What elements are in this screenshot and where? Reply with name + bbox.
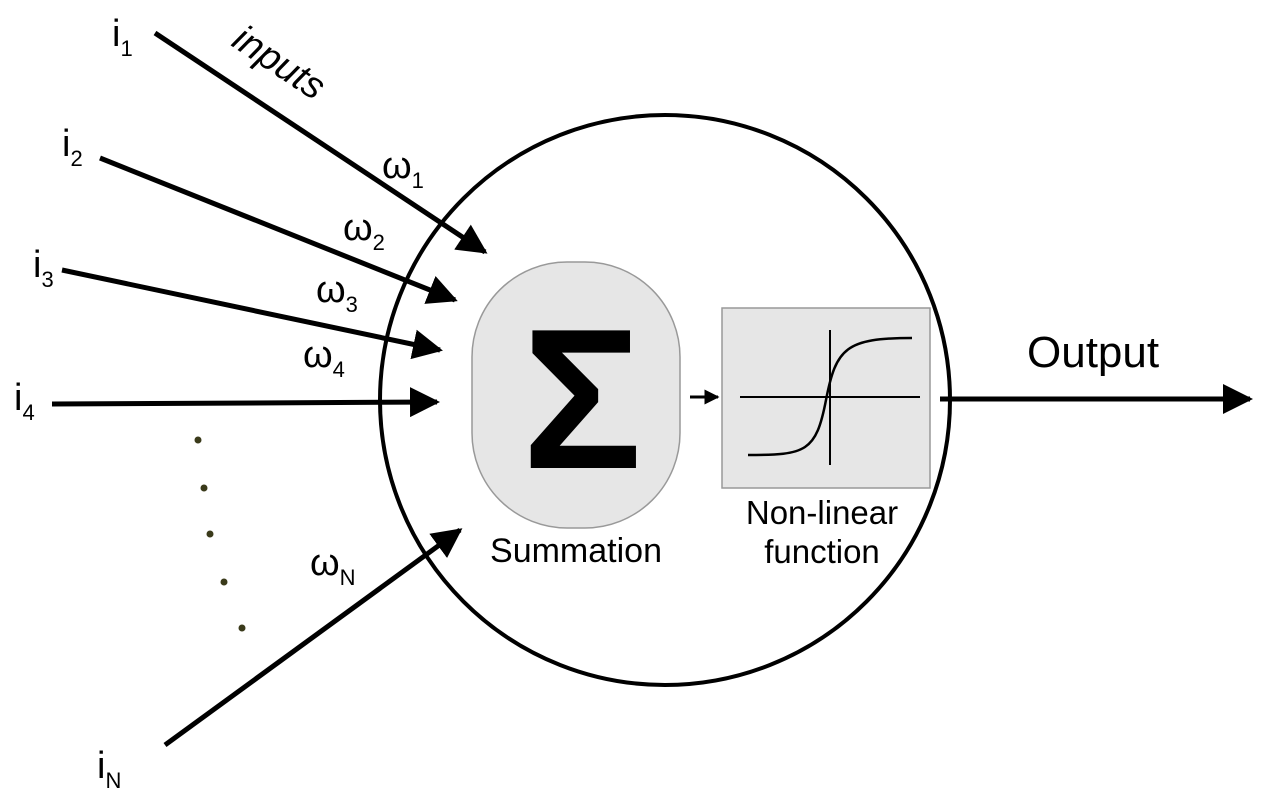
summation-symbol: Σ — [522, 288, 642, 511]
input-arrow-1 — [153, 30, 488, 255]
summation-box — [471, 261, 681, 529]
input-label-2: i2 — [62, 123, 83, 171]
inputs-heading: inputs — [225, 17, 333, 108]
input-label-n: iN — [97, 745, 121, 793]
weight-label-2: ω2 — [343, 207, 385, 255]
ellipsis-dot — [194, 436, 202, 444]
input-arrow-4 — [51, 387, 440, 418]
ellipsis-dot — [238, 624, 246, 632]
input-label-4: i4 — [14, 377, 35, 425]
function-label-line2: function — [764, 533, 880, 570]
input-label-3: i3 — [33, 244, 54, 292]
weight-label-1: ω1 — [382, 145, 424, 193]
weight-label-4: ω4 — [303, 334, 345, 382]
input-arrow-3 — [61, 267, 443, 360]
function-label-line1: Non-linear — [746, 494, 898, 531]
sigmoid-curve — [747, 336, 913, 457]
output-label: Output — [1027, 328, 1159, 377]
ellipsis-dot — [200, 484, 208, 492]
ellipsis-dot — [206, 530, 214, 538]
input-label-1: i1 — [112, 13, 133, 61]
weight-label-n: ωN — [310, 542, 356, 590]
weight-label-3: ω3 — [316, 269, 358, 317]
ellipsis-dots — [194, 436, 246, 632]
ellipsis-dot — [220, 578, 228, 586]
input-arrow-n — [163, 527, 463, 748]
input-arrow-2 — [99, 155, 458, 304]
summation-label: Summation — [490, 532, 662, 570]
